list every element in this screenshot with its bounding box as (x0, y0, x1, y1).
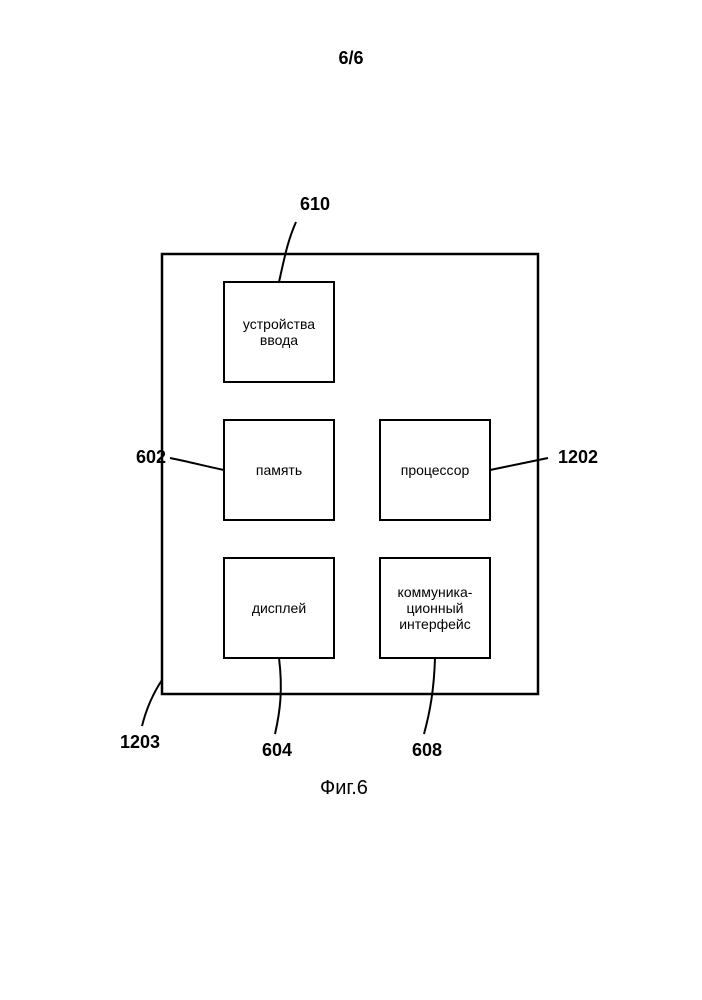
figure-svg: устройстваввода память процессор дисплей ком… (0, 0, 702, 1000)
block-display-label: дисплей (252, 600, 306, 616)
ref-610: 610 (300, 194, 330, 214)
ref-608: 608 (412, 740, 442, 760)
ref-1202: 1202 (558, 447, 598, 467)
block-input_devices-label: устройства (243, 316, 315, 332)
ref-602: 602 (136, 447, 166, 467)
block-input_devices-label: ввода (260, 332, 298, 348)
block-memory-label: память (256, 462, 302, 478)
block-comm-label: ционный (407, 600, 464, 616)
block-display: дисплей (224, 558, 334, 658)
block-comm: коммуника-ционныйинтерфейс (380, 558, 490, 658)
block-processor: процессор (380, 420, 490, 520)
figure-caption: Фиг.6 (320, 777, 368, 799)
block-processor-label: процессор (401, 462, 470, 478)
block-comm-label: интерфейс (399, 616, 471, 632)
leader-l1203 (142, 680, 162, 726)
block-input_devices: устройстваввода (224, 282, 334, 382)
ref-1203: 1203 (120, 732, 160, 752)
block-memory: память (224, 420, 334, 520)
ref-604: 604 (262, 740, 292, 760)
block-comm-label: коммуника- (398, 584, 473, 600)
